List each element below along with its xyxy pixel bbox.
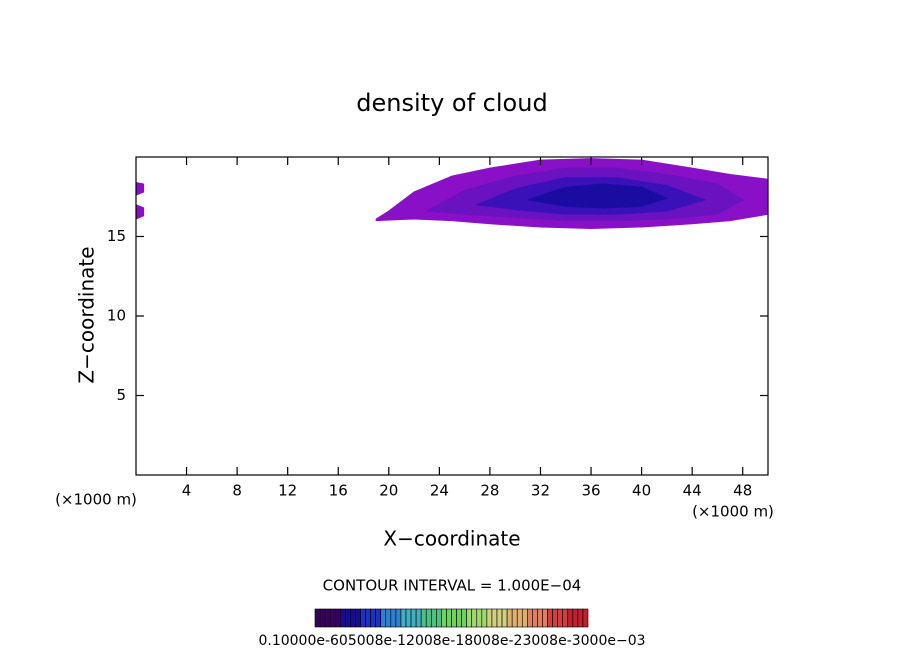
colorbar-swatch bbox=[476, 608, 483, 628]
x-tick-label: 48 bbox=[733, 482, 752, 500]
colorbar-swatch bbox=[557, 608, 564, 628]
colorbar-swatch bbox=[521, 608, 528, 628]
colorbar-swatch bbox=[436, 608, 442, 628]
colorbar-swatch bbox=[334, 608, 341, 628]
colorbar-swatch bbox=[511, 608, 518, 628]
colorbar-swatch bbox=[390, 608, 397, 628]
x-tick-label: 8 bbox=[232, 482, 242, 500]
colorbar-swatch bbox=[319, 608, 326, 628]
colorbar-swatch bbox=[314, 608, 321, 628]
x-tick-label: 40 bbox=[632, 482, 651, 500]
x-tick-label: 36 bbox=[581, 482, 600, 500]
colorbar-swatch bbox=[329, 608, 336, 628]
contour-region bbox=[135, 181, 145, 196]
colorbar-swatch bbox=[542, 608, 548, 628]
colorbar-swatch bbox=[385, 608, 392, 628]
colorbar-swatch bbox=[466, 608, 473, 628]
colorbar-swatch bbox=[577, 608, 584, 628]
colorbar-swatch bbox=[486, 608, 493, 628]
colorbar-swatch bbox=[400, 608, 407, 628]
colorbar-swatch bbox=[516, 608, 523, 628]
colorbar-swatch bbox=[456, 608, 462, 628]
colorbar-label: 0.10000e-605008e-12008e-18008e-23008e-30… bbox=[258, 633, 645, 649]
colorbar-swatch bbox=[324, 608, 331, 628]
colorbar-swatch bbox=[420, 608, 427, 628]
y-tick-label: 15 bbox=[107, 227, 126, 245]
x-tick-label: 12 bbox=[278, 482, 297, 500]
chart-title: density of cloud bbox=[356, 89, 547, 117]
y-tick-label: 10 bbox=[107, 307, 126, 325]
colorbar-swatch bbox=[567, 608, 574, 628]
y-axis-label: Z−coordinate bbox=[75, 246, 99, 383]
colorbar-swatch bbox=[355, 608, 361, 628]
colorbar-swatch bbox=[395, 608, 402, 628]
colorbar-swatch bbox=[501, 608, 508, 628]
colorbar-swatch bbox=[339, 608, 346, 628]
colorbar-swatch bbox=[370, 608, 376, 628]
colorbar-swatch bbox=[491, 608, 498, 628]
x-tick-label: 32 bbox=[531, 482, 550, 500]
colorbar-swatch bbox=[345, 608, 351, 628]
colorbar-swatch bbox=[572, 608, 579, 628]
y-tick-label: 5 bbox=[116, 386, 126, 404]
colorbar-swatch bbox=[496, 608, 503, 628]
colorbar-swatch bbox=[446, 608, 452, 628]
colorbar-swatch bbox=[415, 608, 422, 628]
x-unit-label: (×1000 m) bbox=[55, 491, 137, 509]
x-unit-label: (×1000 m) bbox=[692, 503, 774, 521]
colorbar-swatch bbox=[582, 608, 589, 628]
colorbar-swatch bbox=[350, 608, 356, 628]
x-axis-label: X−coordinate bbox=[383, 527, 520, 551]
colorbar-swatch bbox=[471, 608, 478, 628]
colorbar bbox=[314, 608, 589, 628]
colorbar-swatch bbox=[405, 608, 412, 628]
colorbar-swatch bbox=[552, 608, 558, 628]
colorbar-swatch bbox=[547, 608, 553, 628]
x-tick-label: 28 bbox=[480, 482, 499, 500]
colorbar-swatch bbox=[562, 608, 569, 628]
colorbar-swatch bbox=[527, 608, 533, 628]
colorbar-swatch bbox=[532, 608, 538, 628]
colorbar-swatch bbox=[441, 608, 447, 628]
contour-region bbox=[135, 203, 145, 220]
colorbar-swatch bbox=[360, 608, 366, 628]
colorbar-swatch bbox=[425, 608, 432, 628]
annotation: CONTOUR INTERVAL = 1.000E−04 bbox=[323, 577, 582, 595]
colorbar-swatch bbox=[380, 608, 387, 628]
x-tick-label: 4 bbox=[182, 482, 192, 500]
colorbar-swatch bbox=[365, 608, 371, 628]
colorbar-swatch bbox=[375, 608, 382, 628]
colorbar-swatch bbox=[430, 608, 437, 628]
x-tick-label: 20 bbox=[379, 482, 398, 500]
colorbar-swatch bbox=[537, 608, 543, 628]
contour-region bbox=[527, 183, 669, 209]
colorbar-swatch bbox=[461, 608, 467, 628]
colorbar-swatch bbox=[506, 608, 513, 628]
colorbar-swatch bbox=[410, 608, 417, 628]
x-tick-label: 44 bbox=[683, 482, 702, 500]
colorbar-swatch bbox=[451, 608, 457, 628]
colorbar-swatch bbox=[481, 608, 488, 628]
x-tick-label: 24 bbox=[430, 482, 449, 500]
x-tick-label: 16 bbox=[329, 482, 348, 500]
